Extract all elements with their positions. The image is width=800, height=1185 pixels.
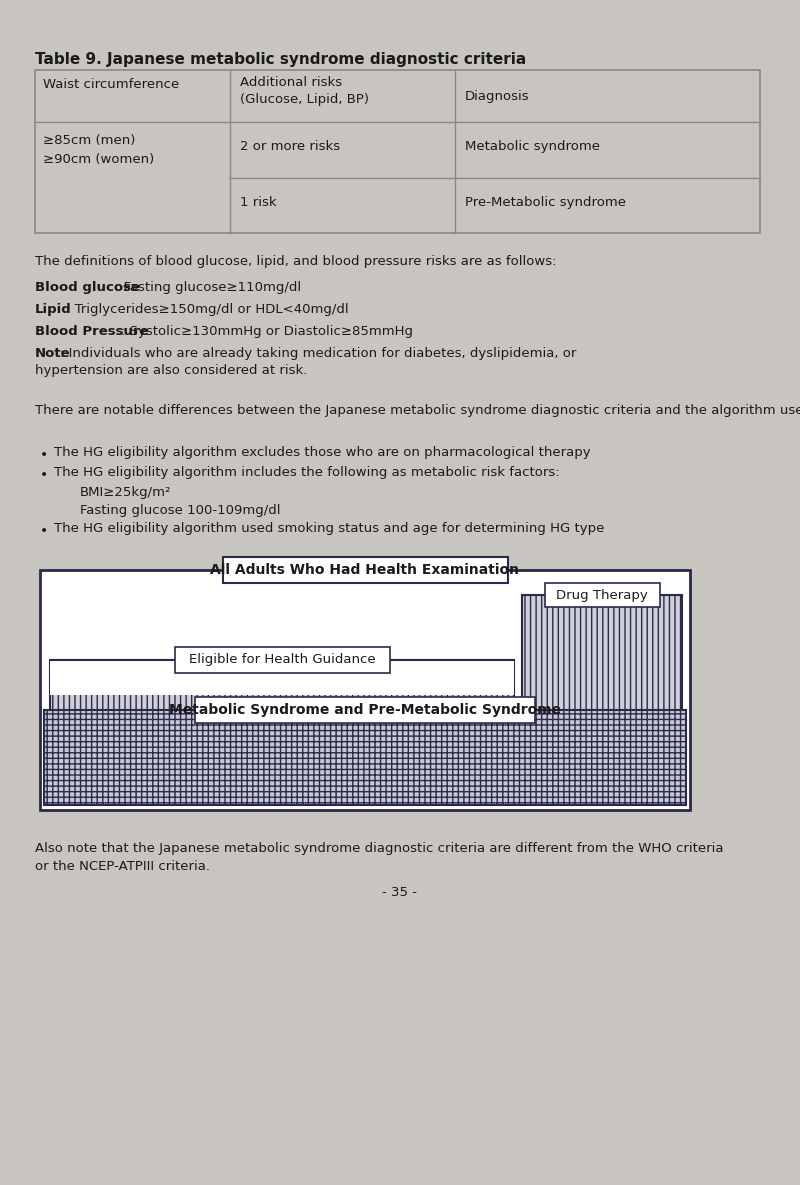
Text: Blood Pressure: Blood Pressure xyxy=(35,325,149,338)
Bar xyxy=(44,710,686,805)
Bar xyxy=(35,70,760,233)
Text: All Adults Who Had Health Examination: All Adults Who Had Health Examination xyxy=(210,563,519,577)
Text: •: • xyxy=(40,448,48,462)
Text: •: • xyxy=(40,524,48,538)
Text: Eligible for Health Guidance: Eligible for Health Guidance xyxy=(189,653,375,666)
Text: Metabolic syndrome: Metabolic syndrome xyxy=(465,140,600,153)
Text: : Triglycerides≥150mg/dl or HDL<40mg/dl: : Triglycerides≥150mg/dl or HDL<40mg/dl xyxy=(66,303,348,316)
Bar xyxy=(195,697,535,723)
Text: 1 risk: 1 risk xyxy=(240,196,277,209)
Text: Fasting glucose 100-109mg/dl: Fasting glucose 100-109mg/dl xyxy=(80,504,281,517)
Text: Additional risks
(Glucose, Lipid, BP): Additional risks (Glucose, Lipid, BP) xyxy=(240,76,369,105)
Text: Diagnosis: Diagnosis xyxy=(465,90,530,103)
Bar xyxy=(50,660,514,725)
Text: There are notable differences between the Japanese metabolic syndrome diagnostic: There are notable differences between th… xyxy=(35,404,800,417)
Text: BMI≥25kg/m²: BMI≥25kg/m² xyxy=(80,486,171,499)
Bar xyxy=(545,583,659,607)
Text: 2 or more risks: 2 or more risks xyxy=(240,140,340,153)
Text: The HG eligibility algorithm used smoking status and age for determining HG type: The HG eligibility algorithm used smokin… xyxy=(54,523,604,534)
Bar xyxy=(522,595,682,725)
Text: ≥85cm (men)
≥90cm (women): ≥85cm (men) ≥90cm (women) xyxy=(43,134,154,166)
Text: The definitions of blood glucose, lipid, and blood pressure risks are as follows: The definitions of blood glucose, lipid,… xyxy=(35,255,557,268)
Text: Lipid: Lipid xyxy=(35,303,72,316)
Text: The HG eligibility algorithm includes the following as metabolic risk factors:: The HG eligibility algorithm includes th… xyxy=(54,466,560,479)
Text: : Fasting glucose≥110mg/dl: : Fasting glucose≥110mg/dl xyxy=(115,281,301,294)
Text: : Individuals who are already taking medication for diabetes, dyslipidemia, or: : Individuals who are already taking med… xyxy=(59,347,576,360)
Text: Also note that the Japanese metabolic syndrome diagnostic criteria are different: Also note that the Japanese metabolic sy… xyxy=(35,843,723,873)
Text: The HG eligibility algorithm excludes those who are on pharmacological therapy: The HG eligibility algorithm excludes th… xyxy=(54,446,590,459)
Bar xyxy=(222,557,507,583)
Text: Metabolic Syndrome and Pre-Metabolic Syndrome: Metabolic Syndrome and Pre-Metabolic Syn… xyxy=(169,703,561,717)
Bar xyxy=(174,647,390,673)
Text: : Systolic≥130mmHg or Diastolic≥85mmHg: : Systolic≥130mmHg or Diastolic≥85mmHg xyxy=(121,325,413,338)
Text: hypertension are also considered at risk.: hypertension are also considered at risk… xyxy=(35,364,307,377)
Text: Note: Note xyxy=(35,347,70,360)
Text: •: • xyxy=(40,468,48,482)
Text: Table 9. Japanese metabolic syndrome diagnostic criteria: Table 9. Japanese metabolic syndrome dia… xyxy=(35,52,526,68)
Text: Pre-Metabolic syndrome: Pre-Metabolic syndrome xyxy=(465,196,626,209)
Text: Waist circumference: Waist circumference xyxy=(43,78,179,91)
Bar xyxy=(40,570,690,811)
Text: Drug Therapy: Drug Therapy xyxy=(556,589,648,602)
Bar xyxy=(50,660,514,694)
Text: Blood glucose: Blood glucose xyxy=(35,281,140,294)
Text: - 35 -: - 35 - xyxy=(382,886,418,899)
